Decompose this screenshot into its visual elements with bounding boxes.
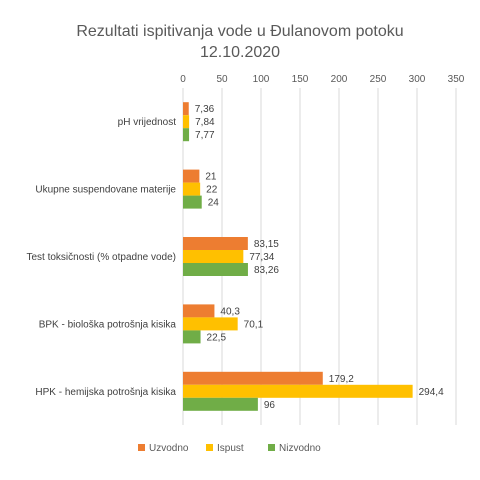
legend-label: Uzvodno bbox=[149, 443, 189, 454]
data-label: 7,84 bbox=[195, 117, 215, 128]
chart-subtitle: 12.10.2020 bbox=[200, 44, 280, 61]
bar bbox=[183, 195, 202, 209]
bar bbox=[183, 169, 200, 183]
x-tick-label: 200 bbox=[331, 74, 348, 85]
x-tick-label: 50 bbox=[216, 74, 228, 85]
legend-swatch bbox=[268, 444, 275, 451]
category-label: HPK - hemijska potrošnja kisika bbox=[35, 387, 176, 398]
bar bbox=[183, 263, 248, 276]
data-label: 7,77 bbox=[195, 130, 215, 141]
bar bbox=[183, 237, 248, 250]
bar bbox=[183, 330, 201, 344]
data-label: 22,5 bbox=[207, 332, 227, 343]
x-tick-label: 0 bbox=[180, 74, 186, 85]
data-label: 179,2 bbox=[329, 374, 354, 385]
gridlines bbox=[182, 88, 457, 425]
data-label: 294,4 bbox=[419, 387, 444, 398]
bar bbox=[183, 128, 190, 142]
bar bbox=[183, 250, 244, 263]
category-label: pH vrijednost bbox=[118, 117, 177, 128]
data-labels: 7,36 7,84 7,77 21 22 24 83,15 77,34 83,26 40,3 70,… bbox=[195, 104, 444, 411]
data-label: 96 bbox=[264, 400, 276, 411]
legend-swatch bbox=[206, 444, 213, 451]
legend-swatch bbox=[138, 444, 145, 451]
legend-label: Nizvodno bbox=[279, 443, 321, 454]
data-label: 21 bbox=[205, 172, 217, 183]
bar bbox=[183, 384, 413, 398]
bar bbox=[183, 102, 189, 116]
x-tick-label: 100 bbox=[253, 74, 270, 85]
data-label: 22 bbox=[206, 185, 218, 196]
category-label: BPK - biološka potrošnja kisika bbox=[39, 319, 177, 330]
bar bbox=[183, 115, 190, 129]
x-tick-label: 250 bbox=[370, 74, 387, 85]
data-label: 83,15 bbox=[254, 239, 279, 250]
x-tick-label: 300 bbox=[409, 74, 426, 85]
x-tick-label: 350 bbox=[448, 74, 465, 85]
data-label: 7,36 bbox=[195, 104, 215, 115]
category-label: Ukupne suspendovane materije bbox=[35, 185, 176, 196]
chart-title: Rezultati ispitivanja vode u Đulanovom p… bbox=[76, 23, 403, 40]
x-axis-ticks: 0 50 100 150 200 250 300 350 bbox=[180, 74, 465, 85]
data-label: 77,34 bbox=[249, 252, 274, 263]
category-labels: pH vrijednost Ukupne suspendovane materij… bbox=[26, 117, 176, 398]
bars bbox=[183, 102, 413, 411]
bar bbox=[183, 317, 238, 331]
category-label: Test toksičnosti (% otpadne vode) bbox=[26, 252, 176, 263]
bar bbox=[183, 304, 215, 318]
legend-label: Ispust bbox=[217, 443, 244, 454]
data-label: 70,1 bbox=[244, 319, 264, 330]
legend: Uzvodno Ispust Nizvodno bbox=[138, 443, 321, 454]
bar bbox=[183, 371, 323, 385]
x-tick-label: 150 bbox=[292, 74, 309, 85]
data-label: 24 bbox=[208, 198, 220, 209]
bar bbox=[183, 182, 201, 196]
bar bbox=[183, 397, 258, 411]
data-label: 83,26 bbox=[254, 265, 279, 276]
data-label: 40,3 bbox=[220, 306, 240, 317]
